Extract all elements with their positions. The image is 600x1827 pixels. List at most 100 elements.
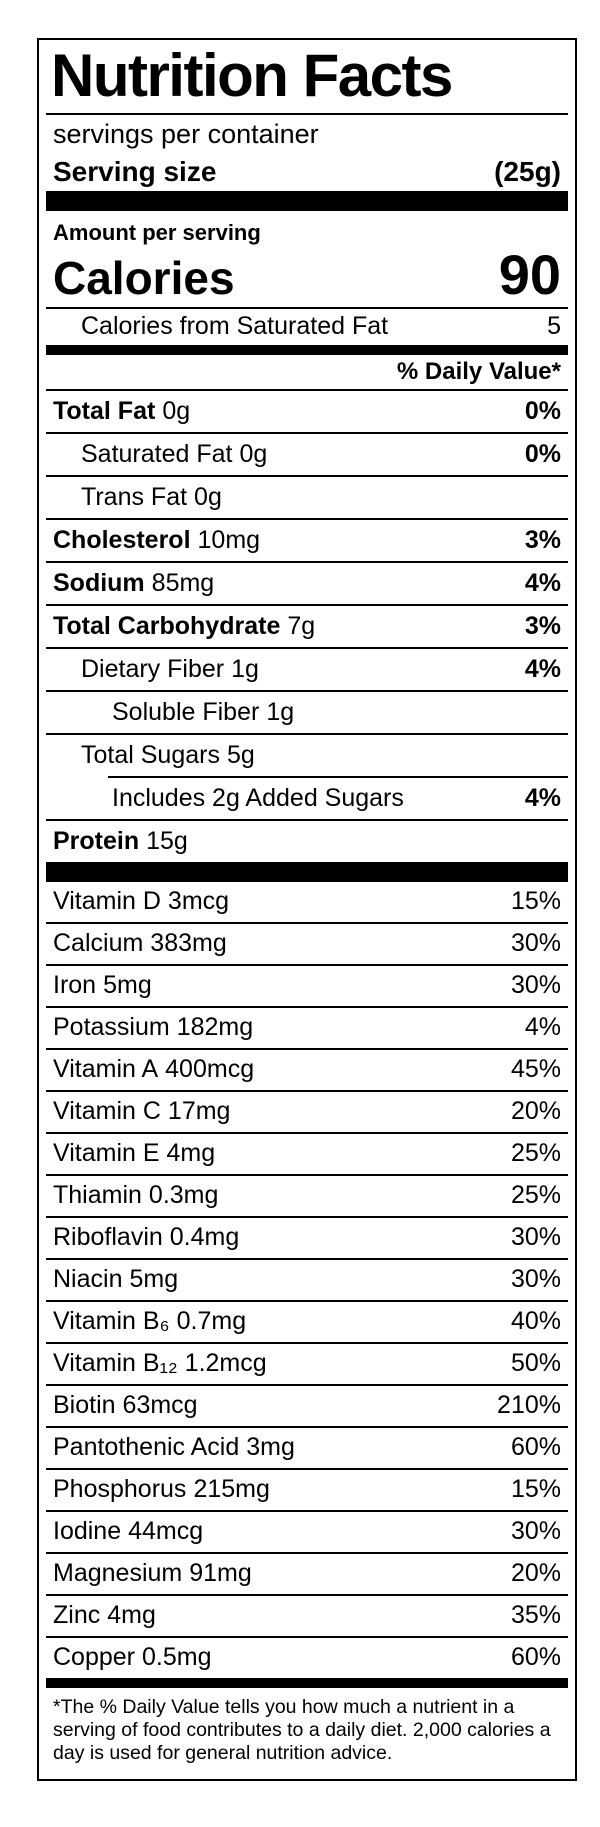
amount-per-serving-label: Amount per serving: [53, 219, 261, 245]
nutrient-name: Dietary Fiber: [81, 654, 225, 683]
nutrient-daily-value: 0%: [524, 396, 561, 425]
row-divider: [46, 431, 568, 434]
nutrient-daily-value: 4%: [524, 654, 561, 683]
nutrient-row: Saturated Fat 0g 0%: [46, 431, 568, 475]
row-divider: [46, 306, 568, 309]
row-divider: [46, 1131, 568, 1134]
nutrient-row: Niacin 5mg 30%: [46, 1257, 568, 1300]
nutrient-row: Copper 0.5mg 60%: [46, 1635, 568, 1678]
row-divider: [46, 818, 568, 821]
section-divider-bar-medium: [46, 1677, 568, 1688]
nutrient-daily-value: 25%: [510, 1181, 561, 1210]
nutrient-name: Iron: [53, 971, 97, 1000]
nutrient-amount: 4mg: [107, 1601, 156, 1630]
nutrient-name: Sodium: [53, 568, 145, 597]
nutrient-amount: 10mg: [197, 525, 261, 554]
nutrient-row: Sodium 85mg 4%: [46, 560, 568, 604]
row-divider: [46, 1593, 568, 1596]
nutrient-daily-value: 210%: [497, 1391, 561, 1420]
nutrient-amount: 0g: [194, 482, 222, 511]
nutrient-amount: 182mg: [176, 1013, 254, 1042]
row-divider: [46, 1089, 568, 1092]
nutrient-row: Protein 15g: [46, 818, 568, 862]
nutrient-name: Biotin: [53, 1391, 116, 1420]
nutrient-daily-value: 30%: [510, 929, 561, 958]
row-divider: [46, 603, 568, 606]
nutrient-row: Vitamin A 400mcg 45%: [46, 1047, 568, 1090]
nutrient-daily-value: 60%: [510, 1643, 561, 1672]
nutrient-amount: 0.4mg: [169, 1223, 240, 1252]
nutrient-row: Potassium 182mg 4%: [46, 1005, 568, 1048]
calories-value: 90: [498, 242, 561, 306]
nutrient-daily-value: 30%: [510, 1265, 561, 1294]
nutrient-row: Biotin 63mcg 210%: [46, 1383, 568, 1426]
nutrient-name: Cholesterol: [53, 525, 191, 554]
title-divider: [46, 112, 568, 115]
row-divider: [46, 1383, 568, 1386]
row-divider: [46, 560, 568, 563]
nutrient-daily-value: 4%: [524, 568, 561, 597]
row-divider: [46, 1047, 568, 1050]
daily-value-footnote: *The % Daily Value tells you how much a …: [53, 1695, 551, 1764]
row-divider: [46, 1299, 568, 1302]
nutrient-row: Vitamin B₆ 0.7mg 40%: [46, 1299, 568, 1342]
nutrient-row: Cholesterol 10mg 3%: [46, 517, 568, 561]
serving-size-value: (25g): [494, 155, 561, 187]
nutrient-amount: 5mg: [129, 1265, 179, 1294]
section-divider-bar-thick: [46, 190, 568, 211]
nutrient-amount: 4mg: [166, 1139, 216, 1168]
calories-row: Calories 90: [46, 242, 568, 307]
nutrient-name: Vitamin B₁₂: [53, 1349, 178, 1378]
nutrient-row: Vitamin C 17mg 20%: [46, 1089, 568, 1132]
nutrient-name: Zinc: [53, 1601, 101, 1630]
calories-from-saturated-fat-label: Calories from Saturated Fat: [81, 312, 389, 341]
nutrient-name: Vitamin D: [53, 887, 161, 916]
nutrient-name: Total Carbohydrate: [53, 611, 281, 640]
nutrient-amount: 63mcg: [122, 1391, 198, 1420]
nutrient-amount: 5mg: [103, 971, 152, 1000]
nutrient-name: Iodine: [53, 1517, 122, 1546]
row-divider: [46, 388, 568, 391]
nutrient-amount: 91mg: [189, 1559, 252, 1588]
nutrient-row: Riboflavin 0.4mg 30%: [46, 1215, 568, 1258]
row-divider: [46, 732, 568, 735]
nutrient-amount: 215mg: [193, 1475, 270, 1504]
row-divider: [46, 1467, 568, 1470]
nutrient-amount: 383mg: [150, 929, 227, 958]
row-divider: [46, 1509, 568, 1512]
row-divider: [46, 1341, 568, 1344]
nutrient-name: Total Fat: [53, 396, 156, 425]
calories-from-saturated-fat-value: 5: [547, 312, 561, 341]
row-divider: [108, 775, 568, 778]
nutrient-row: Total Fat 0g 0%: [46, 388, 568, 432]
nutrient-row: Thiamin 0.3mg 25%: [46, 1173, 568, 1216]
nutrient-amount: 1.2mcg: [184, 1349, 267, 1378]
nutrition-facts-label: Nutrition Facts servings per container S…: [37, 38, 577, 1781]
nutrient-amount: 85mg: [151, 568, 215, 597]
nutrient-name: Trans Fat: [81, 482, 188, 511]
row-divider: [46, 1173, 568, 1176]
nutrient-row: Includes 2g Added Sugars 4%: [46, 775, 568, 819]
nutrient-row: Dietary Fiber 1g 4%: [46, 646, 568, 690]
label-title: Nutrition Facts: [51, 42, 453, 109]
nutrient-name: Protein: [53, 826, 140, 855]
nutrient-daily-value: 15%: [510, 887, 561, 916]
nutrient-name: Pantothenic Acid: [53, 1433, 240, 1462]
row-divider: [46, 646, 568, 649]
row-divider: [46, 1215, 568, 1218]
nutrient-row: Total Carbohydrate 7g 3%: [46, 603, 568, 647]
nutrient-amount: 15g: [146, 826, 188, 855]
nutrient-daily-value: 30%: [510, 1223, 561, 1252]
nutrient-row: Zinc 4mg 35%: [46, 1593, 568, 1636]
nutrient-amount: 0.5mg: [142, 1643, 212, 1672]
nutrient-name: Saturated Fat: [81, 439, 233, 468]
nutrient-row: Pantothenic Acid 3mg 60%: [46, 1425, 568, 1468]
nutrient-name: Thiamin: [53, 1181, 142, 1210]
nutrient-name: Calcium: [53, 929, 144, 958]
macronutrient-section: Total Fat 0g 0% Saturated Fat 0g 0% Tran…: [46, 388, 568, 862]
nutrient-amount: 17mg: [167, 1097, 231, 1126]
nutrient-daily-value: 35%: [510, 1601, 561, 1630]
nutrient-name: Niacin: [53, 1265, 123, 1294]
nutrient-amount: 1g: [231, 654, 259, 683]
nutrient-amount: 44mcg: [128, 1517, 204, 1546]
